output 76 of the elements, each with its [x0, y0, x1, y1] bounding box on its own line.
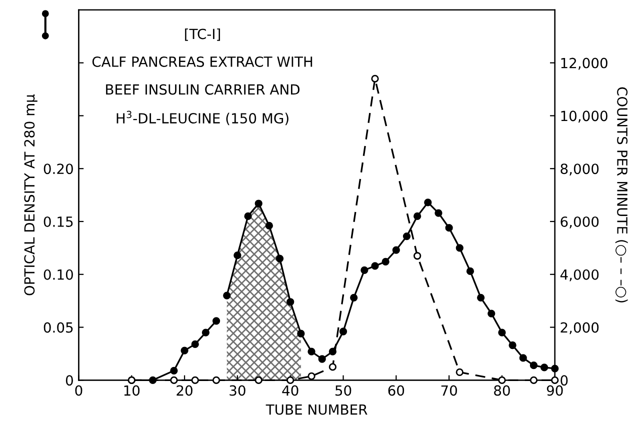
y-tick-label: 0.15 — [44, 216, 73, 227]
point — [456, 244, 464, 252]
point — [508, 341, 516, 350]
point — [191, 340, 199, 348]
point — [276, 254, 284, 262]
point — [254, 376, 262, 384]
point — [286, 298, 294, 306]
annotation: CALF PANCREAS EXTRACT WITH — [92, 56, 312, 67]
point — [212, 317, 220, 325]
point — [414, 212, 422, 220]
point — [456, 368, 464, 376]
point — [297, 330, 305, 338]
point — [244, 212, 252, 220]
y2-tick-label: 8,000 — [560, 164, 599, 176]
point — [414, 252, 422, 260]
x-tick-label: 60 — [388, 385, 404, 396]
y-tick-label: 0.20 — [44, 164, 73, 174]
x-tick-label: 20 — [176, 385, 192, 396]
point — [234, 252, 242, 260]
point — [191, 376, 199, 384]
y2-tick-label: 2,000 — [560, 322, 599, 334]
point — [170, 366, 178, 374]
point — [180, 346, 188, 354]
point — [212, 376, 220, 384]
y2-tick-label: 10,000 — [561, 110, 608, 123]
point — [339, 328, 348, 336]
point — [286, 376, 294, 384]
point — [445, 224, 453, 232]
annotation: H$^{3}$-DL-LEUCINE (150 MG) — [116, 110, 288, 126]
point — [170, 376, 178, 384]
annotation: [TC-I] — [185, 28, 220, 41]
point — [519, 354, 527, 362]
x-tick-label: 70 — [441, 385, 457, 396]
point — [202, 328, 210, 336]
point — [254, 200, 262, 208]
y-tick-label: 0 — [66, 375, 73, 386]
y2-axis-title: COUNTS PER MINUTE (○– – –○) — [615, 87, 628, 302]
point — [466, 267, 474, 276]
x-tick-label: 80 — [494, 385, 510, 396]
point — [350, 294, 358, 302]
point — [382, 258, 390, 266]
x-tick-label: 50 — [335, 385, 352, 396]
y2-tick-label: 4,000 — [560, 269, 599, 282]
point — [371, 74, 379, 83]
x-tick-label: 10 — [124, 385, 140, 396]
y-axis-title: OPTICAL DENSITY AT 280 mμ — [24, 94, 38, 296]
point — [530, 376, 538, 384]
x-tick-label: 90 — [546, 385, 563, 396]
x-tick-label: 0 — [75, 385, 82, 396]
y2-tick-label: 6,000 — [560, 216, 599, 228]
point — [371, 262, 379, 270]
point — [476, 294, 485, 302]
point — [360, 266, 368, 274]
y2-tick-label: 12,000 — [561, 58, 608, 70]
point — [328, 363, 336, 371]
y-tick-label: 0.05 — [44, 322, 73, 333]
point — [318, 355, 326, 363]
point — [392, 246, 400, 254]
point — [402, 232, 411, 240]
point — [308, 372, 316, 380]
point — [530, 362, 538, 370]
point — [308, 348, 316, 356]
point — [265, 222, 274, 230]
point — [488, 310, 496, 318]
x-tick-label: 40 — [282, 385, 298, 396]
point — [424, 198, 432, 206]
point — [223, 292, 231, 300]
y2-tick-label: 0 — [560, 375, 568, 386]
point — [540, 364, 548, 372]
annotation: BEEF INSULIN CARRIER AND — [106, 84, 300, 95]
point — [498, 376, 506, 384]
point — [498, 328, 506, 336]
y-tick-label: 0.10 — [44, 269, 73, 280]
x-tick-label: 30 — [230, 385, 246, 396]
x-axis-title: TUBE NUMBER — [266, 404, 368, 415]
point — [434, 209, 442, 217]
